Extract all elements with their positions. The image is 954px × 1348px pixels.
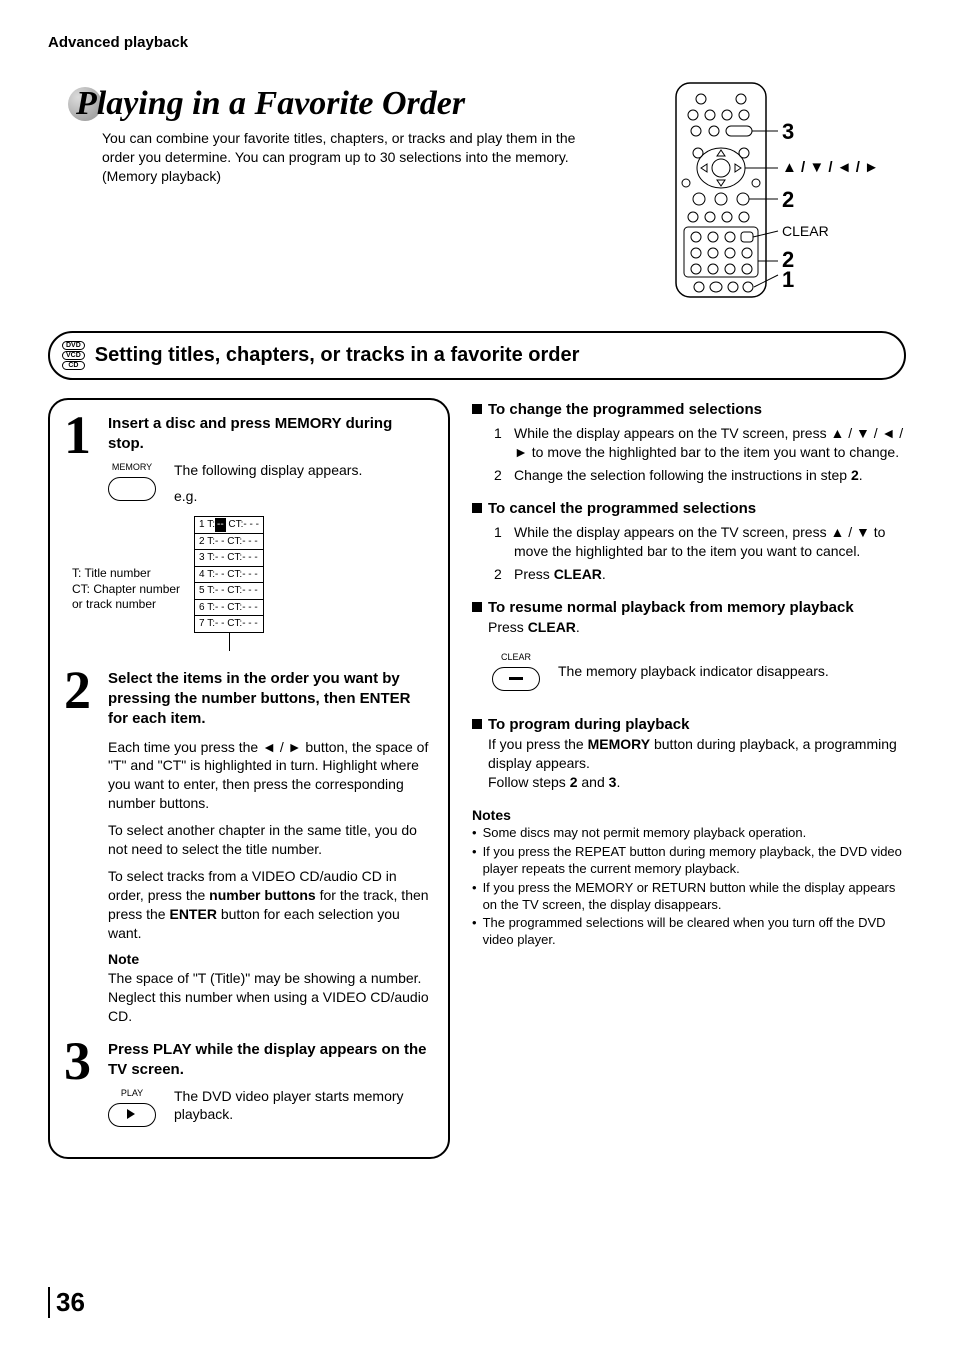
osd-display-example: 1 T:-- CT:- - - 2 T:- - CT:- - - 3 T:- -… bbox=[194, 516, 264, 633]
osd-row: 4 T:- - CT:- - - bbox=[195, 566, 263, 583]
bullet-icon bbox=[472, 503, 482, 513]
section-header: Advanced playback bbox=[48, 34, 906, 51]
remote-callout-arrows: ▲ / ▼ / ◄ / ► bbox=[782, 159, 879, 176]
legend-ct1: CT: Chapter number bbox=[72, 582, 180, 598]
subsection-title: Setting titles, chapters, or tracks in a… bbox=[95, 344, 580, 367]
bullet-icon bbox=[472, 719, 482, 729]
step-1-number: 1 bbox=[64, 414, 100, 457]
step-2-p3: To select tracks from a VIDEO CD/audio C… bbox=[108, 867, 432, 943]
cancel-li1: While the display appears on the TV scre… bbox=[514, 523, 906, 561]
cd-icon: CD bbox=[62, 361, 85, 370]
bullet-icon bbox=[472, 404, 482, 414]
step-2-note-heading: Note bbox=[108, 950, 432, 969]
page-title: Playing in a Favorite Order bbox=[76, 85, 646, 123]
subsection-bar: DVD VCD CD Setting titles, chapters, or … bbox=[48, 331, 906, 380]
step-2-title: Select the items in the order you want b… bbox=[108, 669, 432, 730]
remote-callout-1: 1 bbox=[782, 267, 794, 293]
program-title: To program during playback bbox=[488, 715, 689, 735]
step-3-title: Press PLAY while the display appears on … bbox=[108, 1040, 432, 1081]
osd-row: 1 T:-- CT:- - - bbox=[195, 517, 263, 533]
osd-row: 7 T:- - CT:- - - bbox=[195, 615, 263, 632]
notes-heading: Notes bbox=[472, 806, 906, 825]
program-follow: Follow steps 2 and 3. bbox=[488, 773, 906, 792]
step-1-text: The following display appears. bbox=[174, 461, 432, 480]
legend-ct2: or track number bbox=[72, 597, 180, 613]
clear-button-icon bbox=[492, 667, 540, 691]
clear-button-label: CLEAR bbox=[501, 651, 531, 663]
memory-button-icon bbox=[108, 477, 156, 501]
vcd-icon: VCD bbox=[62, 351, 85, 360]
page-title-text: Playing in a Favorite Order bbox=[76, 85, 465, 122]
disc-type-icons: DVD VCD CD bbox=[56, 339, 85, 372]
resume-title: To resume normal playback from memory pl… bbox=[488, 598, 854, 618]
memory-button-label: MEMORY bbox=[112, 461, 152, 473]
cancel-li2: Press CLEAR. bbox=[514, 565, 606, 584]
bullet-icon bbox=[472, 602, 482, 612]
step-2-p1: Each time you press the ◄ / ► button, th… bbox=[108, 738, 432, 814]
step-2-number: 2 bbox=[64, 669, 100, 712]
page-number: 36 bbox=[48, 1287, 85, 1318]
step-3-text: The DVD video player starts memory playb… bbox=[174, 1087, 432, 1125]
osd-row: 6 T:- - CT:- - - bbox=[195, 599, 263, 616]
change-li1: While the display appears on the TV scre… bbox=[514, 424, 906, 462]
step-3-number: 3 bbox=[64, 1040, 100, 1083]
osd-row: 2 T:- - CT:- - - bbox=[195, 533, 263, 550]
remote-callout-clear: CLEAR bbox=[782, 223, 829, 239]
eg-label: e.g. bbox=[174, 487, 432, 506]
remote-callout-3: 3 bbox=[782, 119, 794, 145]
resume-indicator-text: The memory playback indicator disappears… bbox=[558, 662, 906, 681]
step-1-title: Insert a disc and press MEMORY during st… bbox=[108, 414, 432, 455]
play-button-icon bbox=[108, 1103, 156, 1127]
note-item: If you press the REPEAT button during me… bbox=[483, 844, 906, 878]
change-li2: Change the selection following the instr… bbox=[514, 466, 863, 485]
osd-row: 3 T:- - CT:- - - bbox=[195, 549, 263, 566]
resume-body: Press CLEAR. bbox=[488, 618, 906, 637]
dvd-icon: DVD bbox=[62, 341, 85, 350]
intro-text: You can combine your favorite titles, ch… bbox=[102, 129, 602, 186]
legend-t: T: Title number bbox=[72, 566, 180, 582]
remote-callout-2a: 2 bbox=[782, 187, 794, 213]
step-2-p2: To select another chapter in the same ti… bbox=[108, 821, 432, 859]
steps-panel: 1 Insert a disc and press MEMORY during … bbox=[48, 398, 450, 1159]
note-item: Some discs may not permit memory playbac… bbox=[483, 825, 807, 842]
change-title: To change the programmed selections bbox=[488, 400, 762, 420]
osd-row: 5 T:- - CT:- - - bbox=[195, 582, 263, 599]
cancel-title: To cancel the programmed selections bbox=[488, 499, 756, 519]
note-item: The programmed selections will be cleare… bbox=[483, 915, 906, 949]
step-2-note: The space of "T (Title)" may be showing … bbox=[108, 969, 432, 1026]
remote-diagram: 3 ▲ / ▼ / ◄ / ► 2 CLEAR 2 1 bbox=[666, 75, 906, 305]
program-body: If you press the MEMORY button during pl… bbox=[488, 735, 906, 773]
note-item: If you press the MEMORY or RETURN button… bbox=[483, 880, 906, 914]
play-button-label: PLAY bbox=[121, 1087, 143, 1099]
